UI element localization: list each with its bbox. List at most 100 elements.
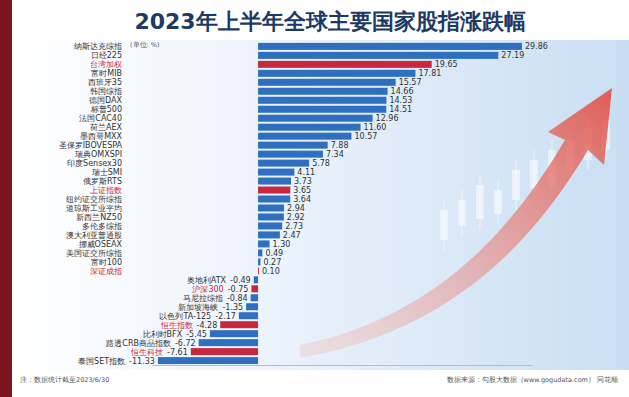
candle-body xyxy=(458,200,466,226)
bar xyxy=(239,312,258,319)
category-label: 荷兰AEX xyxy=(90,123,123,132)
bar xyxy=(199,339,258,346)
category-label: 法国CAC40 xyxy=(79,114,122,123)
category-label: 以色列TA-125 xyxy=(159,312,211,321)
category-label: 澳大利亚普通股 xyxy=(66,231,122,240)
category-label: 富时100 xyxy=(91,258,122,267)
footnote: 注：数据统计截至2023/6/30 xyxy=(20,376,109,384)
data-label: 3.65 xyxy=(293,186,311,195)
category-label: 印度Sensex30 xyxy=(67,159,122,168)
category-label: 奥地利ATX xyxy=(187,276,227,285)
bar xyxy=(258,70,415,77)
bar xyxy=(246,303,258,310)
data-label: 2.73 xyxy=(285,222,303,231)
category-label: 挪威OSEAX xyxy=(79,240,123,249)
panel-background xyxy=(12,40,629,370)
candle-body xyxy=(512,170,520,200)
data-label: 7.34 xyxy=(326,150,344,159)
bar xyxy=(258,160,309,167)
data-label: 29.86 xyxy=(525,42,548,51)
data-label: 14.66 xyxy=(391,87,414,96)
category-label: 西班牙35 xyxy=(88,78,122,87)
category-label: 瑞士SMI xyxy=(92,168,122,177)
bar xyxy=(258,151,323,158)
data-label: 3.64 xyxy=(293,195,311,204)
candle-body xyxy=(440,210,448,240)
category-label: 富时MIB xyxy=(91,69,122,78)
chart-root: 2023年上半年全球主要国家股指涨跌幅29.86纳斯达克综指27.19日经225… xyxy=(0,0,629,397)
data-label: -7.61 xyxy=(167,348,188,357)
data-label: -5.45 xyxy=(186,330,207,339)
data-label: 3.73 xyxy=(294,177,312,186)
bar xyxy=(258,240,269,247)
axis-line xyxy=(153,365,533,366)
data-label: 14.53 xyxy=(389,96,412,105)
category-label: 俄罗斯RTS xyxy=(83,177,122,186)
bar xyxy=(210,330,258,337)
category-label: 圣保罗IBOVESPA xyxy=(59,141,123,150)
data-label: 19.65 xyxy=(435,60,458,69)
data-label: -2.17 xyxy=(215,312,236,321)
x-axis xyxy=(153,365,533,366)
data-label: -1.35 xyxy=(222,303,243,312)
data-label: 10.57 xyxy=(354,132,377,141)
bar xyxy=(258,97,386,104)
candle-body xyxy=(476,185,484,219)
data-label: 11.60 xyxy=(364,123,387,132)
data-label: -6.72 xyxy=(175,339,196,348)
data-label: 12.96 xyxy=(376,114,399,123)
bar xyxy=(251,285,258,292)
category-label: 纽约证交所综指 xyxy=(66,195,122,204)
bar xyxy=(254,276,258,283)
bar xyxy=(191,348,258,355)
category-label: 道琼斯工业平均 xyxy=(66,204,122,213)
category-label: 美国证交所综指 xyxy=(66,249,122,258)
category-label: 多伦多综指 xyxy=(82,222,122,231)
bar xyxy=(258,52,498,59)
bar xyxy=(258,106,386,113)
bar xyxy=(258,79,396,86)
category-label: 泰国SET指数 xyxy=(78,357,125,366)
data-label: -0.84 xyxy=(227,294,248,303)
category-label: 路透CRB商品指数 xyxy=(106,339,171,348)
bar xyxy=(258,187,290,194)
category-label: 深证成指 xyxy=(90,267,122,276)
category-label: 马尼拉综指 xyxy=(183,294,223,303)
unit-label: (单位: %) xyxy=(130,41,160,49)
data-label: 14.51 xyxy=(389,105,412,114)
bars xyxy=(158,43,522,364)
bar xyxy=(258,124,361,131)
background xyxy=(0,0,629,397)
category-label: 瑞典OMXSPI xyxy=(75,150,122,159)
bar xyxy=(258,169,294,176)
category-label: 德国DAX xyxy=(89,96,122,105)
bar xyxy=(258,249,262,256)
bar xyxy=(251,294,258,301)
data-label: 5.78 xyxy=(312,159,330,168)
data-label: 15.57 xyxy=(399,78,422,87)
data-label: 2.47 xyxy=(283,231,301,240)
category-label: 恒生科技 xyxy=(130,348,163,357)
category-label: 标普500 xyxy=(90,105,122,114)
bar xyxy=(258,267,260,274)
category-label: 沪深300 xyxy=(192,285,223,294)
category-label: 恒生指数 xyxy=(160,321,193,330)
data-label: 0.27 xyxy=(263,258,281,267)
source-note: 数据来源：勾股大数据（www.gogudata.com） 同花顺 xyxy=(447,376,618,384)
category-label: 日经225 xyxy=(91,51,122,60)
category-label: 新西兰NZ50 xyxy=(76,213,122,222)
bar xyxy=(258,178,291,185)
bar xyxy=(258,43,522,50)
bar xyxy=(158,357,258,364)
category-label: 上证指数 xyxy=(90,186,122,195)
data-label: -0.75 xyxy=(228,285,249,294)
bar xyxy=(220,321,258,328)
data-label: 4.11 xyxy=(297,168,315,177)
data-label: 17.81 xyxy=(418,69,441,78)
side-strip xyxy=(0,0,12,397)
data-label: 0.49 xyxy=(265,249,283,258)
category-label: 纳斯达克综指 xyxy=(74,42,122,51)
bar xyxy=(258,204,284,211)
bar xyxy=(258,231,280,238)
bar xyxy=(258,196,290,203)
